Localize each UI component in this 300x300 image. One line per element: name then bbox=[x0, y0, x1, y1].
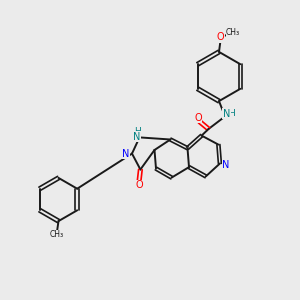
Text: CH₃: CH₃ bbox=[226, 28, 240, 37]
Text: N: N bbox=[223, 109, 230, 119]
Text: N: N bbox=[134, 131, 141, 142]
Text: O: O bbox=[217, 32, 224, 43]
Text: N: N bbox=[122, 148, 130, 159]
Text: O: O bbox=[135, 180, 143, 190]
Text: CH₃: CH₃ bbox=[50, 230, 64, 239]
Text: H: H bbox=[134, 128, 140, 136]
Text: N: N bbox=[222, 160, 230, 170]
Text: H: H bbox=[229, 109, 235, 118]
Text: O: O bbox=[194, 113, 202, 123]
